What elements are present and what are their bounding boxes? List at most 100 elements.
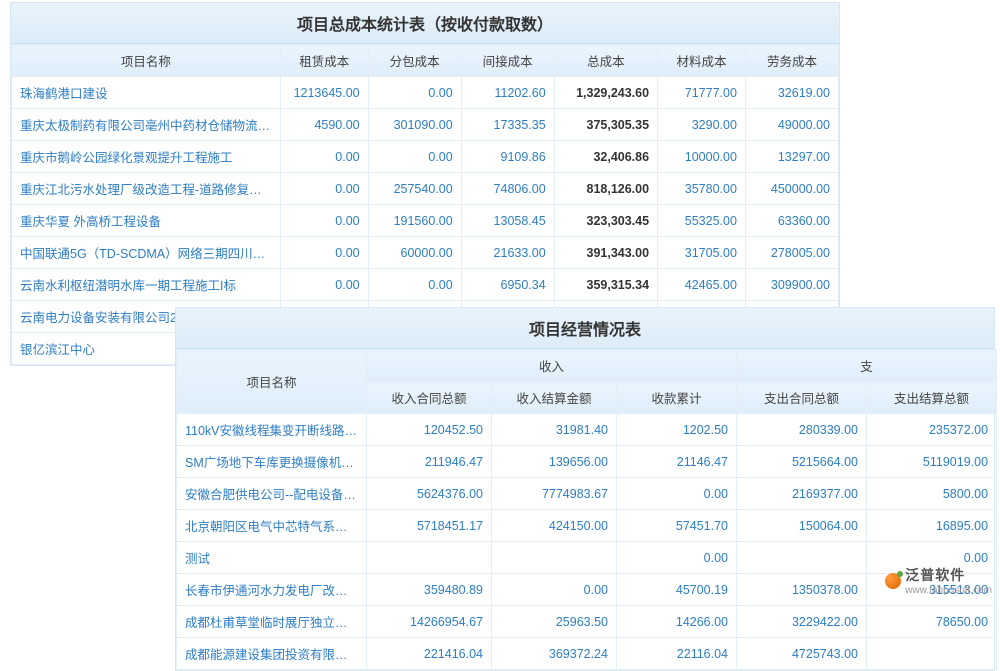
value-cell: 4590.00	[280, 109, 368, 141]
value-cell: 7774983.67	[492, 478, 617, 510]
value-cell: 11202.60	[461, 77, 554, 109]
value-cell: 309900.00	[745, 269, 838, 301]
table-row[interactable]: 珠海鹤港口建设1213645.000.0011202.601,329,243.6…	[12, 77, 839, 109]
table-row[interactable]: 云南水利枢纽潜明水库一期工程施工I标0.000.006950.34359,315…	[12, 269, 839, 301]
value-cell: 0.00	[368, 269, 461, 301]
value-cell: 278005.00	[745, 237, 838, 269]
value-cell: 0.00	[280, 205, 368, 237]
column-header[interactable]: 支出结算总额	[867, 382, 997, 414]
table-row[interactable]: 110kV安徽线程集变开断线路工程120452.5031981.401202.5…	[177, 414, 997, 446]
value-cell: 6950.34	[461, 269, 554, 301]
column-group-header[interactable]: 支	[737, 350, 997, 382]
value-cell: 17335.35	[461, 109, 554, 141]
value-cell: 35780.00	[658, 173, 746, 205]
value-cell: 5215664.00	[737, 446, 867, 478]
value-cell: 0.00	[280, 269, 368, 301]
value-cell: 9109.86	[461, 141, 554, 173]
value-cell: 32619.00	[745, 77, 838, 109]
column-header[interactable]: 租赁成本	[280, 45, 368, 77]
table-row[interactable]: 成都杜甫草堂临时展厅独立展柜报价14266954.6725963.5014266…	[177, 606, 997, 638]
value-cell: 120452.50	[367, 414, 492, 446]
value-cell: 22116.04	[617, 638, 737, 670]
table-row[interactable]: 测试0.000.00	[177, 542, 997, 574]
value-cell: 21633.00	[461, 237, 554, 269]
value-cell: 1213645.00	[280, 77, 368, 109]
project-name-cell: 重庆市鹅岭公园绿化景观提升工程施工	[12, 141, 281, 173]
watermark-name: 泛普软件	[905, 565, 992, 585]
operation-title: 项目经营情况表	[176, 308, 994, 349]
value-cell: 55325.00	[658, 205, 746, 237]
value-cell: 0.00	[368, 141, 461, 173]
project-name-cell: 长春市伊通河水力发电厂改建工程	[177, 574, 367, 606]
column-header[interactable]: 项目名称	[177, 350, 367, 414]
value-cell: 0.00	[280, 237, 368, 269]
value-cell: 375,305.35	[554, 109, 657, 141]
value-cell: 4725743.00	[737, 638, 867, 670]
value-cell: 32,406.86	[554, 141, 657, 173]
table-row[interactable]: SM广场地下车库更换摄像机及硬盘211946.47139656.0021146.…	[177, 446, 997, 478]
value-cell: 60000.00	[368, 237, 461, 269]
value-cell: 14266954.67	[367, 606, 492, 638]
value-cell: 16895.00	[867, 510, 997, 542]
value-cell: 0.00	[617, 478, 737, 510]
watermark-url: www.fanpusoft.com	[905, 585, 992, 596]
column-header[interactable]: 收入合同总额	[367, 382, 492, 414]
value-cell	[367, 542, 492, 574]
table-row[interactable]: 长春市伊通河水力发电厂改建工程359480.890.0045700.191350…	[177, 574, 997, 606]
value-cell: 31705.00	[658, 237, 746, 269]
value-cell: 280339.00	[737, 414, 867, 446]
value-cell: 139656.00	[492, 446, 617, 478]
project-name-cell: 重庆华夏 外高桥工程设备	[12, 205, 281, 237]
value-cell: 21146.47	[617, 446, 737, 478]
table-row[interactable]: 重庆市鹅岭公园绿化景观提升工程施工0.000.009109.8632,406.8…	[12, 141, 839, 173]
value-cell: 13297.00	[745, 141, 838, 173]
value-cell: 424150.00	[492, 510, 617, 542]
table-row[interactable]: 北京朝阳区电气中芯特气系统之GM5718451.17424150.0057451…	[177, 510, 997, 542]
table-row[interactable]: 重庆江北污水处理厂级改造工程-道路修复工程0.00257540.0074806.…	[12, 173, 839, 205]
value-cell: 71777.00	[658, 77, 746, 109]
value-cell: 74806.00	[461, 173, 554, 205]
value-cell	[737, 542, 867, 574]
column-header[interactable]: 支出合同总额	[737, 382, 867, 414]
value-cell: 25963.50	[492, 606, 617, 638]
column-header[interactable]: 分包成本	[368, 45, 461, 77]
value-cell: 45700.19	[617, 574, 737, 606]
value-cell: 1202.50	[617, 414, 737, 446]
operation-table: 项目名称收入支 收入合同总额收入结算金额收款累计支出合同总额支出结算总额 110…	[176, 349, 997, 670]
column-header[interactable]: 间接成本	[461, 45, 554, 77]
project-name-cell: 云南水利枢纽潜明水库一期工程施工I标	[12, 269, 281, 301]
project-name-cell: 重庆江北污水处理厂级改造工程-道路修复工程	[12, 173, 281, 205]
value-cell: 818,126.00	[554, 173, 657, 205]
value-cell: 5119019.00	[867, 446, 997, 478]
value-cell: 0.00	[492, 574, 617, 606]
table-row[interactable]: 重庆太极制药有限公司亳州中药材仓储物流基地项目成4590.00301090.00…	[12, 109, 839, 141]
column-header[interactable]: 材料成本	[658, 45, 746, 77]
column-header[interactable]: 总成本	[554, 45, 657, 77]
cost-stats-title: 项目总成本统计表（按收付款取数）	[11, 3, 839, 44]
column-header[interactable]: 收入结算金额	[492, 382, 617, 414]
column-header[interactable]: 劳务成本	[745, 45, 838, 77]
value-cell: 57451.70	[617, 510, 737, 542]
project-name-cell: 测试	[177, 542, 367, 574]
operation-group-header: 项目名称收入支	[177, 350, 997, 382]
value-cell: 13058.45	[461, 205, 554, 237]
value-cell: 2169377.00	[737, 478, 867, 510]
project-name-cell: 中国联通5G（TD-SCDMA）网络三期四川工程	[12, 237, 281, 269]
value-cell: 0.00	[617, 542, 737, 574]
column-group-header[interactable]: 收入	[367, 350, 737, 382]
table-row[interactable]: 安徽合肥供电公司--配电设备检修线5624376.007774983.670.0…	[177, 478, 997, 510]
value-cell: 5624376.00	[367, 478, 492, 510]
value-cell: 3229422.00	[737, 606, 867, 638]
operation-panel: 项目经营情况表 项目名称收入支 收入合同总额收入结算金额收款累计支出合同总额支出…	[175, 307, 995, 671]
value-cell: 10000.00	[658, 141, 746, 173]
table-row[interactable]: 成都能源建设集团投资有限公司临221416.04369372.2422116.0…	[177, 638, 997, 670]
value-cell: 301090.00	[368, 109, 461, 141]
column-header[interactable]: 收款累计	[617, 382, 737, 414]
table-row[interactable]: 重庆华夏 外高桥工程设备0.00191560.0013058.45323,303…	[12, 205, 839, 237]
value-cell: 191560.00	[368, 205, 461, 237]
value-cell: 49000.00	[745, 109, 838, 141]
value-cell	[492, 542, 617, 574]
column-header[interactable]: 项目名称	[12, 45, 281, 77]
value-cell: 5800.00	[867, 478, 997, 510]
table-row[interactable]: 中国联通5G（TD-SCDMA）网络三期四川工程0.0060000.002163…	[12, 237, 839, 269]
